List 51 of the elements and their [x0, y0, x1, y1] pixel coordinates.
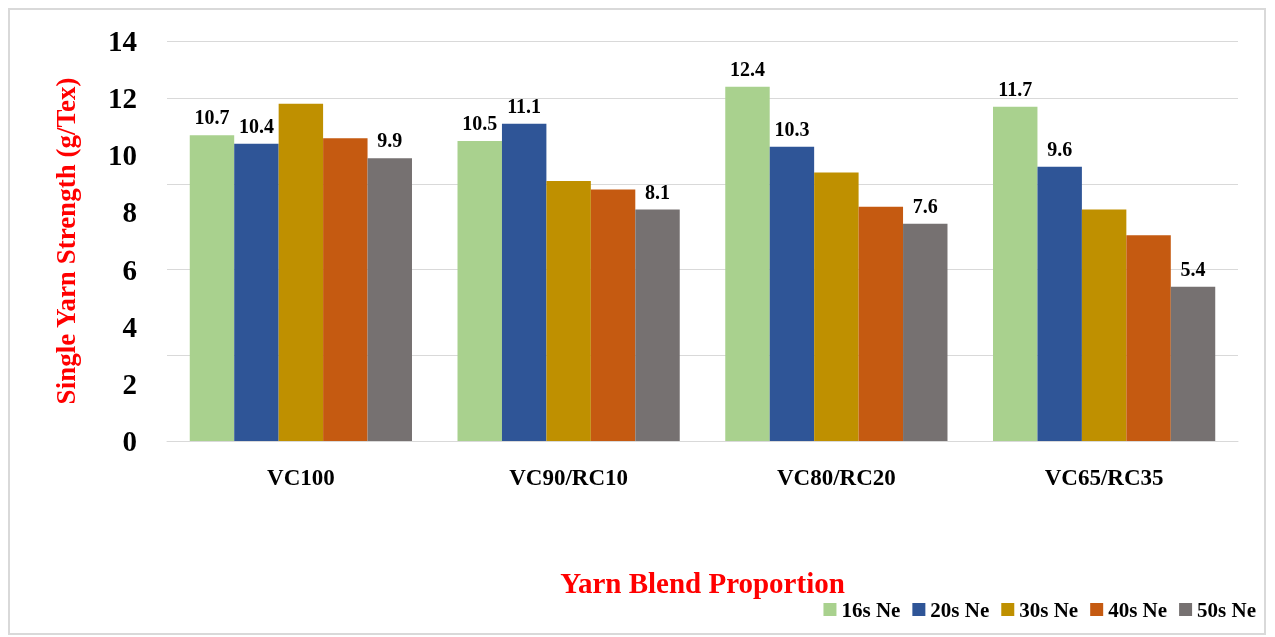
- legend-label: 16s Ne: [841, 597, 901, 622]
- data-label: 5.4: [1180, 257, 1206, 280]
- bar: [993, 106, 1038, 441]
- y-axis-title: Single Yarn Strength (g/Tex): [50, 77, 81, 405]
- bar: [1081, 209, 1127, 441]
- data-label: 10.5: [462, 112, 498, 134]
- bar: [635, 209, 680, 441]
- data-label: 8.1: [645, 180, 671, 203]
- data-label: 7.6: [912, 194, 938, 217]
- x-tick-label: VC65/RC35: [1044, 465, 1164, 490]
- bar: [1170, 286, 1216, 441]
- bar: [858, 206, 904, 441]
- bar: [903, 223, 948, 441]
- x-tick-label: VC100: [267, 465, 335, 490]
- data-label: 9.9: [377, 129, 403, 152]
- bar: [769, 146, 815, 441]
- data-label: 11.1: [507, 94, 542, 117]
- bar: [323, 138, 368, 441]
- y-tick-label: 14: [108, 25, 137, 57]
- y-tick-label: 4: [122, 310, 137, 343]
- bar: [590, 189, 636, 441]
- y-tick-label: 0: [122, 425, 137, 457]
- y-tick-label: 8: [122, 196, 137, 229]
- bar: [189, 135, 235, 441]
- x-tick-label: VC80/RC20: [776, 465, 896, 490]
- bar: [1126, 235, 1171, 441]
- x-tick-label: VC90/RC10: [509, 465, 629, 490]
- bar: [234, 143, 279, 441]
- x-axis-title: Yarn Blend Proportion: [560, 566, 845, 599]
- legend-label: 50s Ne: [1197, 597, 1257, 622]
- y-tick-label: 12: [108, 82, 137, 115]
- y-tick-label: 6: [122, 253, 137, 286]
- bar: [278, 103, 324, 441]
- data-label: 9.6: [1047, 137, 1073, 160]
- bar: [546, 181, 591, 441]
- data-label: 10.7: [194, 106, 230, 129]
- y-tick-label: 2: [122, 367, 137, 400]
- data-label: 10.3: [774, 117, 810, 140]
- bar: [457, 141, 502, 441]
- bar: [725, 86, 770, 441]
- bar: [814, 172, 859, 441]
- legend-label: 40s Ne: [1108, 597, 1168, 622]
- bar: [501, 123, 547, 441]
- legend-label: 20s Ne: [930, 597, 990, 622]
- data-label: 11.7: [998, 77, 1033, 100]
- y-tick-label: 10: [108, 139, 137, 172]
- bar: [367, 158, 412, 441]
- data-label: 12.4: [729, 57, 765, 80]
- data-label: 10.4: [238, 114, 274, 137]
- legend-label: 30s Ne: [1019, 597, 1079, 622]
- bar: [1037, 166, 1082, 441]
